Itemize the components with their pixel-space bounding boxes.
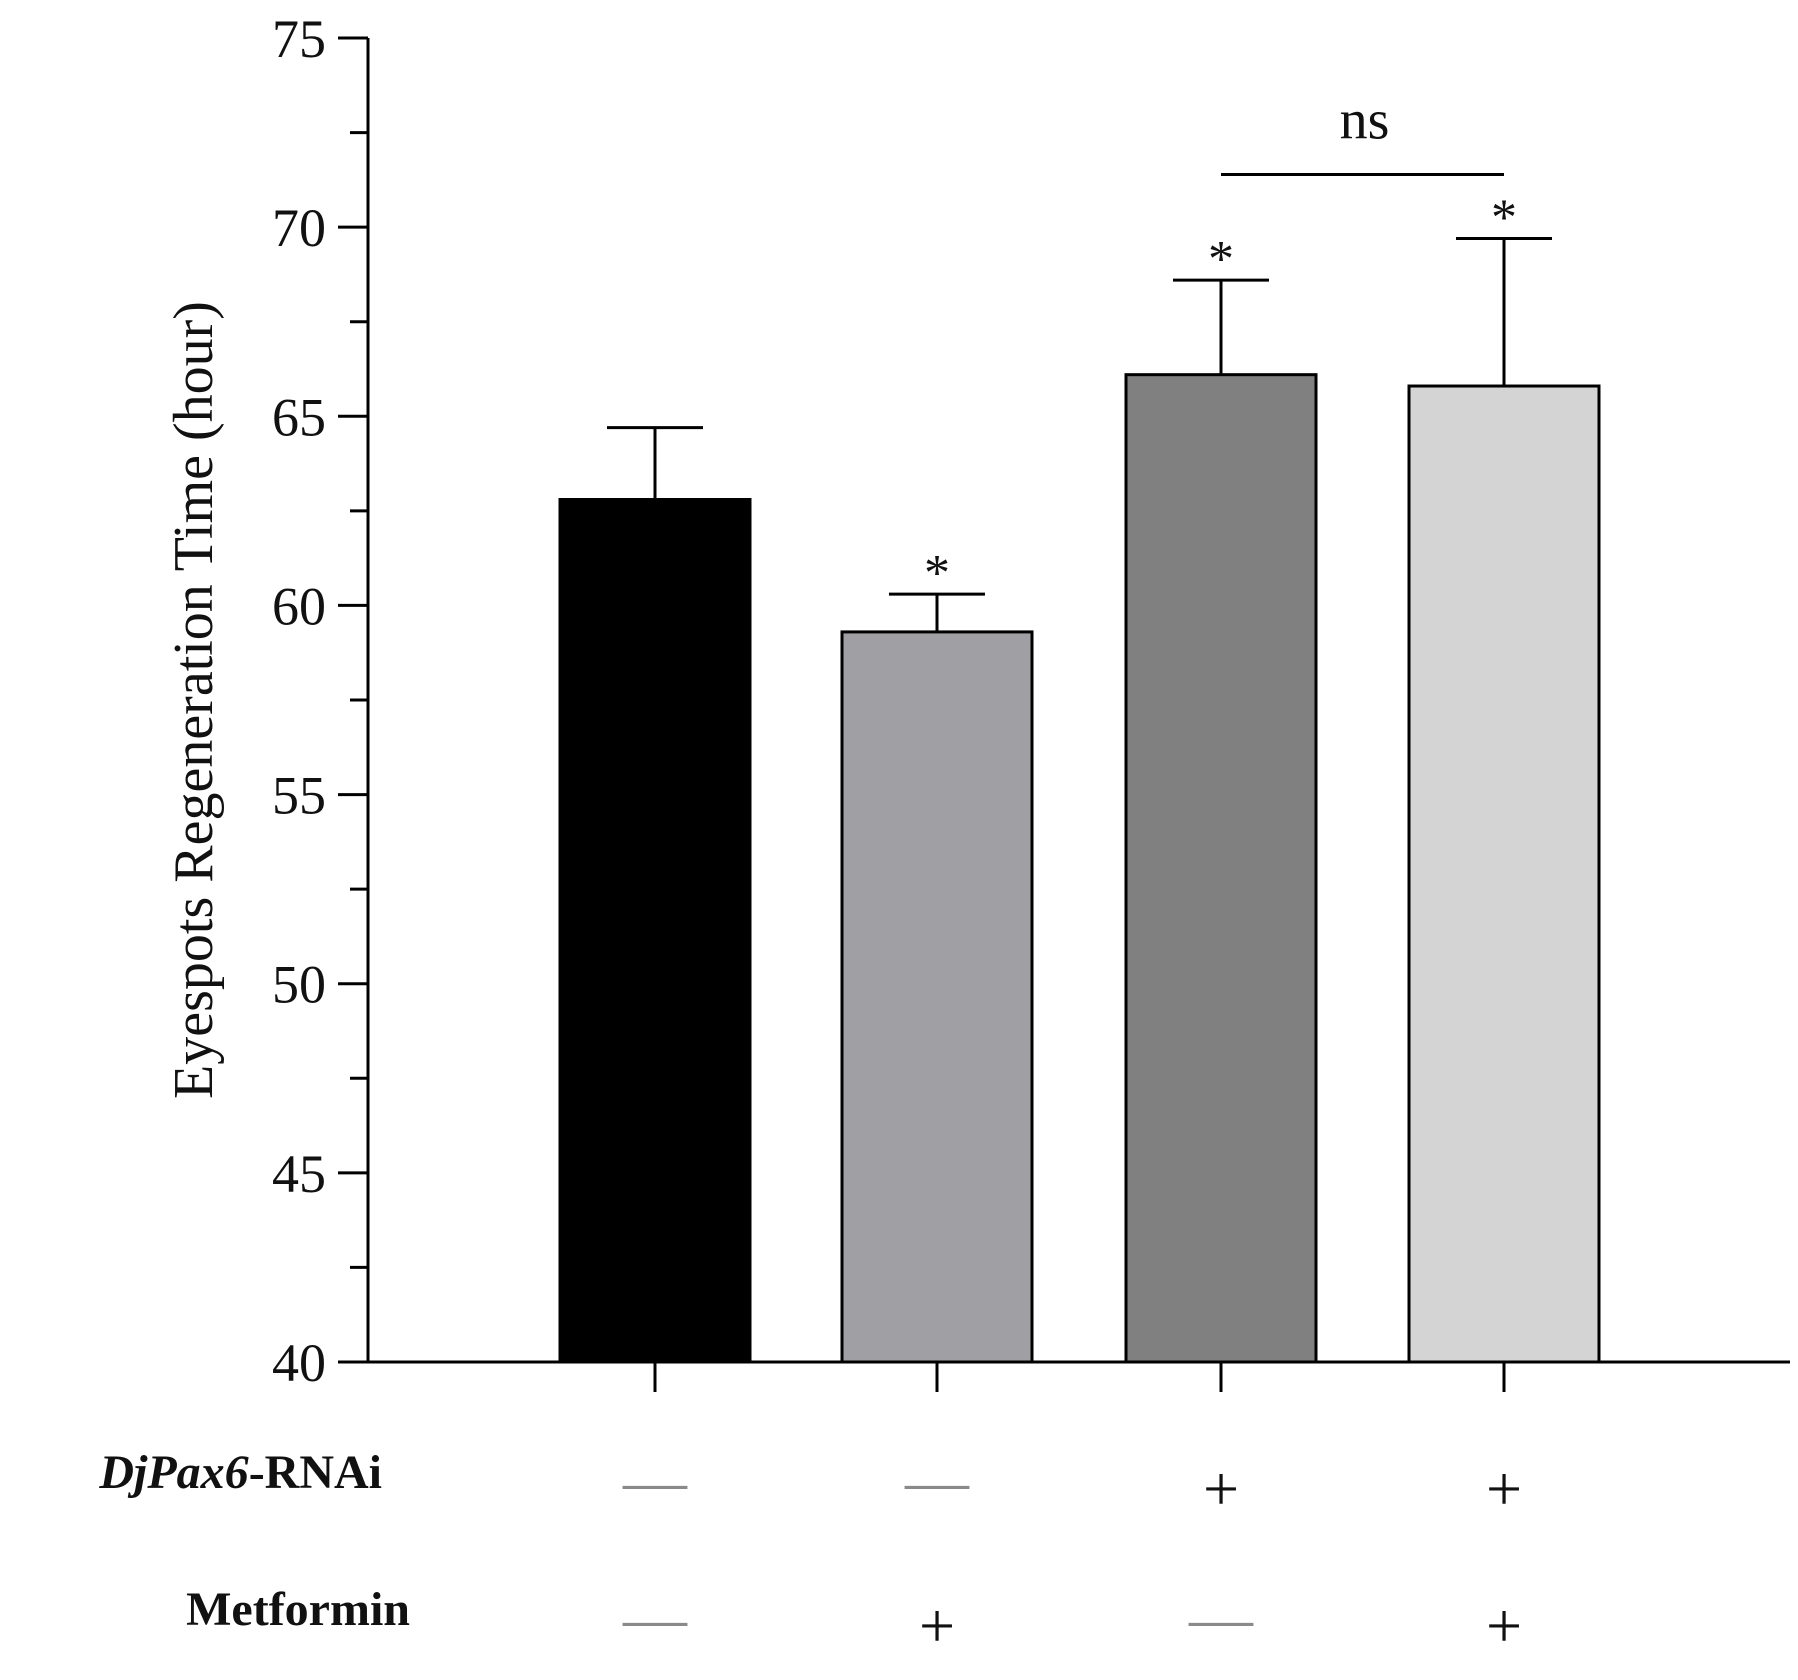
y-tick-label: 40 <box>272 1333 326 1393</box>
condition-row-label: Metformin <box>186 1583 410 1636</box>
x-axis-ticks <box>653 1362 1506 1392</box>
bars <box>558 373 1601 1364</box>
condition-table: DjPax6-RNAi — — + + Metformin — + — + <box>98 1445 1522 1661</box>
condition-minus: — <box>1188 1582 1254 1653</box>
y-tick-label: 75 <box>272 9 326 69</box>
condition-plus: + <box>1486 1590 1522 1661</box>
y-tick-label: 70 <box>272 198 326 258</box>
y-tick-label: 55 <box>272 766 326 826</box>
condition-plus: + <box>919 1590 955 1661</box>
bar-3 <box>1124 373 1318 1364</box>
bar-1 <box>558 498 752 1364</box>
y-tick-label: 65 <box>272 387 326 447</box>
condition-minus: — <box>622 1445 688 1516</box>
significance-star: * <box>1491 189 1517 246</box>
y-axis-ticks: 40 45 50 55 60 65 70 75 <box>272 9 368 1393</box>
significance-star: * <box>924 545 950 602</box>
y-tick-label: 45 <box>272 1144 326 1204</box>
bar-2 <box>840 630 1034 1364</box>
y-tick-label: 50 <box>272 955 326 1015</box>
condition-minus: — <box>904 1445 970 1516</box>
condition-row-label-text: -RNAi <box>249 1446 382 1499</box>
significance-star: * <box>1208 231 1234 288</box>
significance-annotations: * * * ns <box>924 89 1517 602</box>
condition-plus: + <box>1203 1453 1239 1524</box>
condition-minus: — <box>622 1582 688 1653</box>
condition-plus: + <box>1486 1453 1522 1524</box>
y-tick-label: 60 <box>272 576 326 636</box>
error-bars <box>607 236 1552 632</box>
bar-4 <box>1407 384 1601 1364</box>
condition-row-label-italic: DjPax6 <box>98 1446 248 1499</box>
comparison-label: ns <box>1340 89 1390 151</box>
y-axis-title: Eyespots Regeneration Time (hour) <box>163 301 225 1099</box>
condition-row-label: DjPax6-RNAi <box>98 1446 382 1499</box>
condition-row-label-text: Metformin <box>186 1583 410 1636</box>
